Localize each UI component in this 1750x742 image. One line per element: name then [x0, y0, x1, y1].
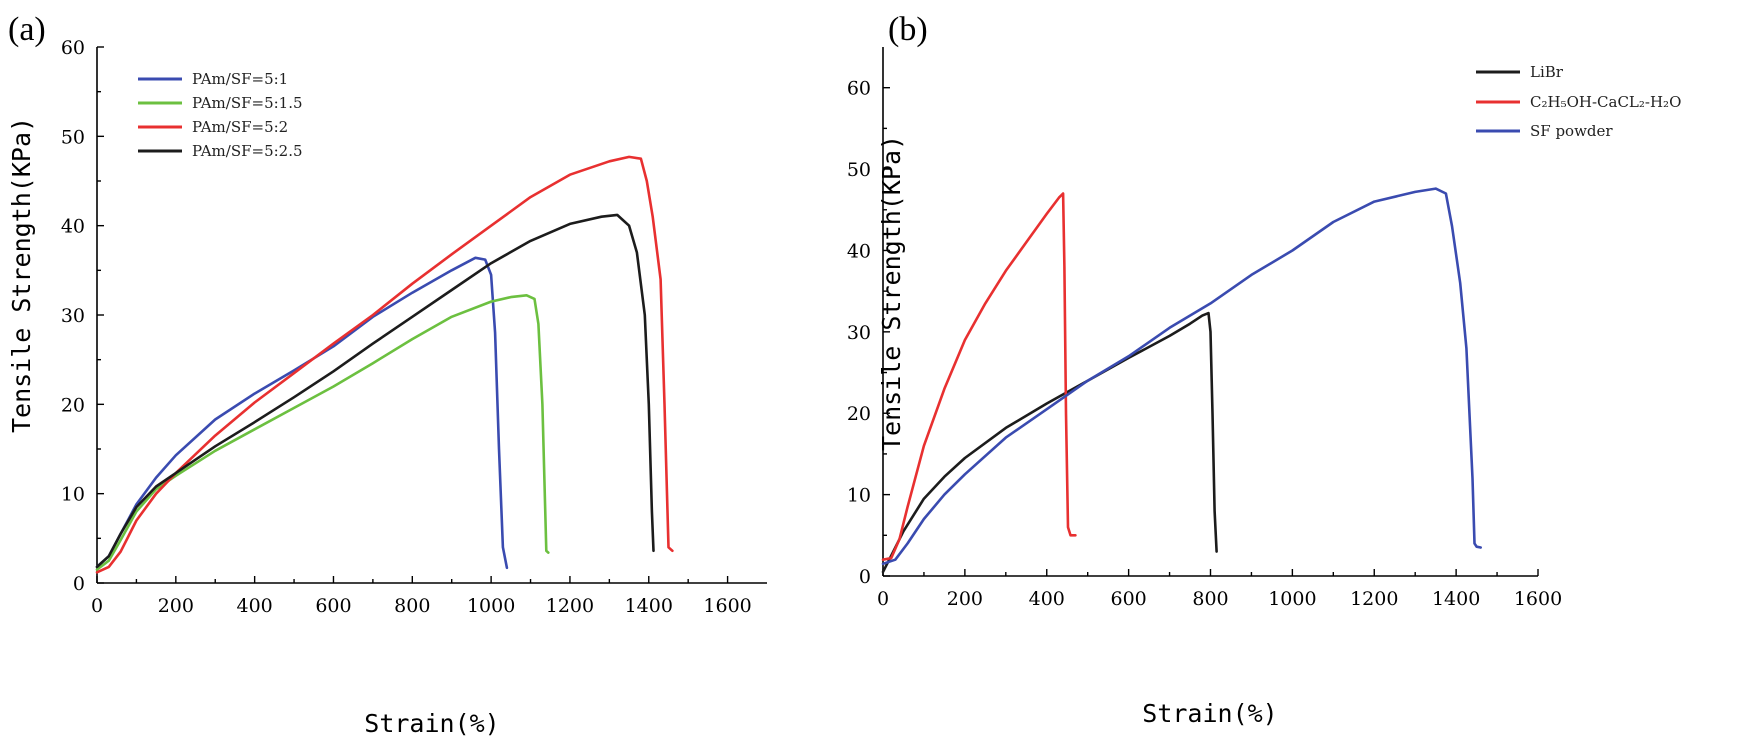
x-tick-label: 1200: [546, 595, 594, 617]
x-tick-label: 200: [158, 595, 194, 617]
legend-label: PAm/SF=5:2.5: [192, 142, 303, 160]
x-tick-label: 600: [1110, 588, 1146, 610]
x-tick-label: 1000: [467, 595, 515, 617]
x-tick-label: 1000: [1268, 588, 1316, 610]
y-tick-label: 30: [847, 322, 871, 344]
legend-label: PAm/SF=5:1.5: [192, 94, 303, 112]
series-line-pam-sf-5-2-5: [95, 213, 655, 569]
x-axis-title-a: Strain(%): [364, 709, 499, 738]
series-line-pam-sf-5-2: [95, 155, 674, 574]
x-tick-label: 1600: [1514, 588, 1562, 610]
x-tick-label: 0: [877, 588, 889, 610]
y-tick-label: 60: [61, 37, 85, 59]
y-tick-label: 10: [61, 484, 85, 506]
y-tick-label: 60: [847, 78, 871, 100]
series-line-pam-sf-5-1-5: [95, 293, 550, 571]
y-tick-label: 50: [61, 126, 85, 148]
x-tick-label: 200: [947, 588, 983, 610]
series-line-sf-powder: [881, 187, 1482, 566]
x-tick-label: 800: [394, 595, 430, 617]
y-tick-label: 0: [859, 566, 871, 588]
y-tick-label: 40: [61, 216, 85, 238]
x-tick-label: 800: [1192, 588, 1228, 610]
panel-label-a: (a): [8, 11, 46, 48]
series-line-c-h-oh-cacl-h-o: [881, 192, 1077, 562]
legend-label: LiBr: [1530, 63, 1564, 81]
y-tick-label: 20: [61, 394, 85, 416]
x-tick-label: 1600: [703, 595, 751, 617]
x-tick-label: 0: [91, 595, 103, 617]
panel-label-b: (b): [888, 11, 928, 48]
legend-a: PAm/SF=5:1 PAm/SF=5:1.5 PAm/SF=5:2 PAm/S…: [138, 70, 303, 160]
y-tick-label: 10: [847, 485, 871, 507]
y-axis-title-a: Tensile Strength(KPa): [7, 117, 36, 433]
x-tick-label: 600: [315, 595, 351, 617]
y-tick-label: 40: [847, 240, 871, 262]
x-tick-label: 1400: [1432, 588, 1480, 610]
y-axis-title-b: Tensile Strength(KPa): [877, 135, 906, 451]
x-tick-label: 400: [1029, 588, 1065, 610]
x-tick-label: 1200: [1350, 588, 1398, 610]
legend-label: SF powder: [1530, 122, 1613, 140]
panel-a: (a) Strain(%) Tensile Strength(KPa) PAm/…: [7, 11, 767, 738]
y-tick-label: 20: [847, 403, 871, 425]
x-tick-label: 1400: [625, 595, 673, 617]
series-line-libr: [881, 311, 1218, 574]
y-tick-label: 30: [61, 305, 85, 327]
x-axis-title-b: Strain(%): [1142, 699, 1277, 728]
x-tick-label: 400: [237, 595, 273, 617]
panel-b: (b) Strain(%) Tensile Strength(KPa) LiBr…: [847, 11, 1682, 728]
legend-label: C₂H₅OH-CaCL₂-H₂O: [1530, 93, 1681, 111]
y-tick-label: 0: [73, 573, 85, 595]
y-tick-label: 50: [847, 159, 871, 181]
legend-b: LiBr C₂H₅OH-CaCL₂-H₂O SF powder: [1476, 63, 1681, 140]
legend-label: PAm/SF=5:1: [192, 70, 288, 88]
series-line-pam-sf-5-1: [95, 256, 509, 570]
legend-label: PAm/SF=5:2: [192, 118, 288, 136]
